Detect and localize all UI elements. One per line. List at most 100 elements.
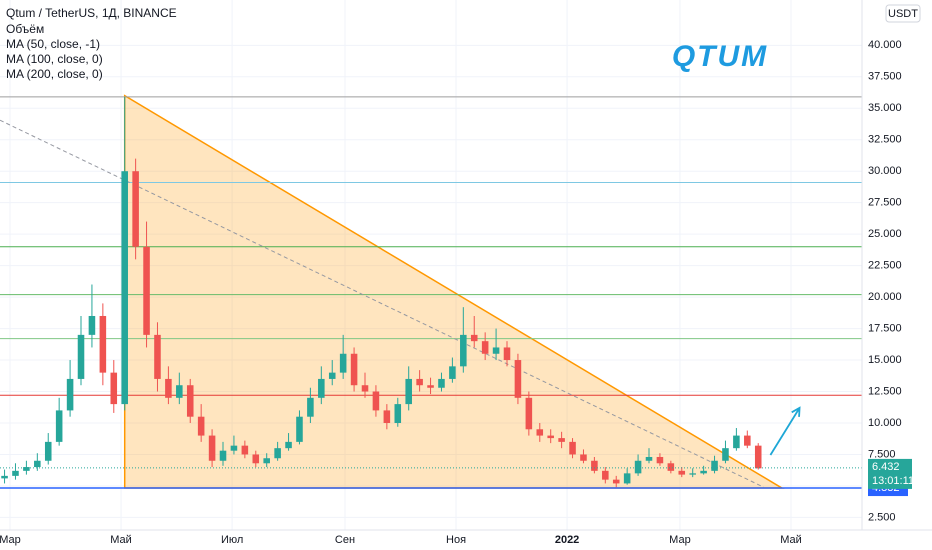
candle-body [460, 334, 467, 367]
countdown: 13:01:11 [872, 475, 914, 487]
indicator: MA (100, close, 0) [6, 52, 103, 66]
candle-body [689, 473, 696, 475]
candle-body [77, 334, 85, 379]
candle-body [110, 372, 118, 405]
x-tick-label: Мар [0, 534, 21, 546]
candle-body [361, 385, 369, 392]
candle-body [285, 441, 292, 449]
y-tick-label: 40.000 [868, 39, 902, 51]
last-price-badge [868, 458, 912, 489]
candle-body [230, 445, 238, 451]
candle-body [503, 347, 511, 361]
candle-body [197, 416, 205, 436]
currency-badge[interactable] [885, 4, 921, 23]
candle-body [186, 385, 194, 417]
candle-body [525, 397, 533, 430]
candle-body [143, 246, 150, 335]
candle-body [569, 441, 576, 455]
candle-body [416, 378, 423, 386]
candle-body [66, 378, 74, 411]
y-tick-label: 25.000 [868, 228, 902, 240]
candle-body [23, 467, 30, 471]
candle-body [88, 315, 96, 335]
candle-body [1, 475, 8, 479]
indicator: MA (200, close, 0) [6, 67, 103, 81]
candle-body [44, 441, 52, 461]
watermark: QTUM [672, 40, 768, 73]
candle-body [339, 353, 347, 373]
y-tick-label: 2.500 [868, 511, 896, 523]
candle-body [645, 456, 653, 461]
arrow [769, 406, 801, 456]
x-tick-label: Сен [335, 534, 355, 546]
y-tick-label: 7.500 [868, 448, 896, 460]
candle-body [754, 445, 762, 469]
x-tick-label: Май [780, 534, 802, 546]
x-tick-label: Май [110, 534, 132, 546]
candle-body [34, 460, 41, 468]
candle-body [700, 470, 707, 474]
candle-body [667, 463, 675, 471]
candle-body [634, 460, 642, 474]
candle-body [623, 473, 631, 484]
candle-body [722, 448, 729, 461]
chart-title: Qtum / TetherUS, 1Д, BINANCE [6, 6, 177, 20]
candle-body [99, 315, 107, 373]
candle-body [350, 353, 358, 386]
candle-body [154, 334, 161, 379]
candle-body [656, 456, 664, 464]
candle-body [536, 429, 544, 436]
candle-body [328, 372, 336, 379]
y-tick-label: 27.500 [868, 197, 902, 209]
candle-body [580, 454, 587, 461]
candle-body [383, 410, 391, 423]
y-tick-label: 10.000 [868, 417, 902, 429]
candle-body [602, 470, 609, 480]
candle-body [514, 360, 522, 398]
x-tick-label: 2022 [555, 534, 579, 546]
y-tick-label: 30.000 [868, 165, 902, 177]
candle-body [318, 378, 325, 398]
candle-body [176, 385, 183, 398]
candle-body [427, 385, 434, 388]
indicator: MA (50, close, -1) [6, 37, 100, 51]
candle-body [449, 366, 456, 379]
candle-body [274, 448, 281, 459]
candle-body [612, 479, 620, 484]
candle-body [405, 378, 412, 405]
y-tick-label: 32.500 [868, 134, 902, 146]
candle-body [492, 347, 500, 354]
candle-body [558, 438, 565, 442]
x-tick-label: Ноя [446, 534, 466, 546]
indicator: Объём [6, 22, 44, 36]
y-tick-label: 35.000 [868, 102, 902, 114]
candle-body [252, 454, 260, 464]
candle-body [470, 334, 478, 342]
candle-body [55, 410, 63, 442]
y-tick-label: 12.500 [868, 385, 902, 397]
candle-body [296, 416, 303, 442]
candle-body [678, 470, 686, 475]
candle-body [394, 404, 402, 423]
last-price-label: 6.432 [872, 461, 900, 473]
y-tick-label: 22.500 [868, 260, 902, 272]
candle-body [438, 378, 445, 388]
candle-body [219, 450, 227, 461]
y-tick-label: 17.500 [868, 322, 902, 334]
candle-body [165, 378, 172, 398]
candle-body [372, 391, 380, 411]
y-tick-label: 15.000 [868, 354, 902, 366]
candle-body [307, 397, 314, 417]
currency[interactable]: USDT [888, 8, 918, 20]
candle-body [132, 171, 139, 247]
candle-body [12, 470, 19, 476]
candle-body [263, 458, 270, 464]
candle-body [208, 435, 216, 461]
candle-body [547, 435, 554, 439]
y-tick-label: 37.500 [868, 71, 902, 83]
candle-body [591, 460, 598, 471]
y-tick-label: 20.000 [868, 291, 902, 303]
plot [0, 0, 862, 530]
